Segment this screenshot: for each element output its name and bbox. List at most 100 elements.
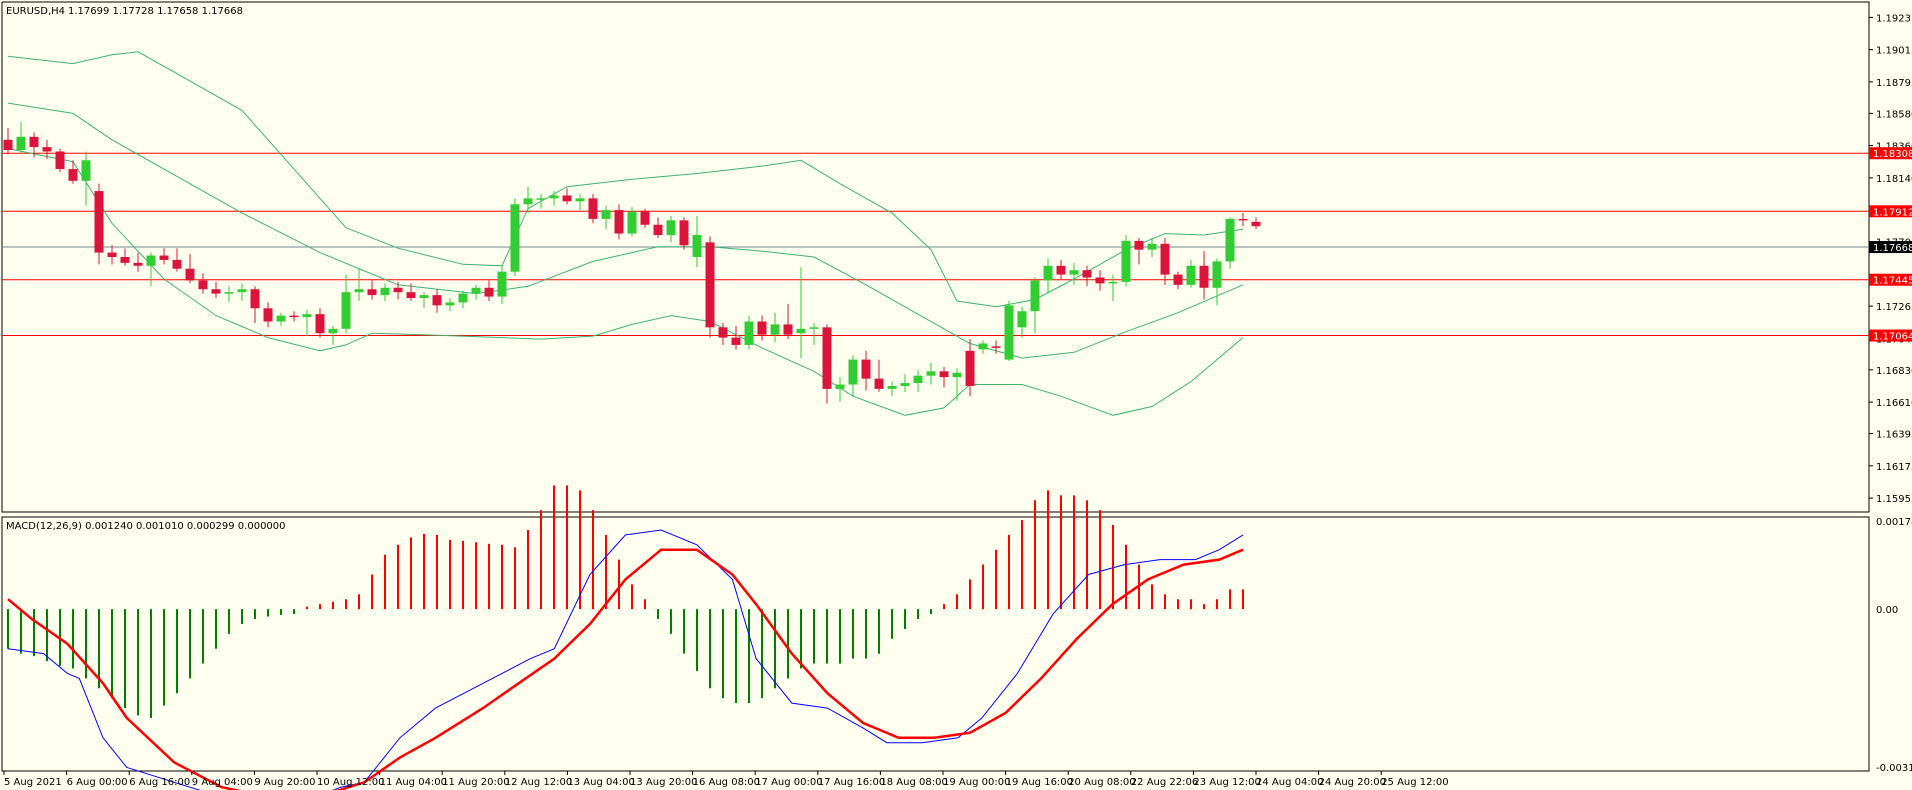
candle-body [1173,274,1183,285]
candle-body [1121,240,1131,282]
price-panel [1,1,1870,513]
y-tick-label: 1.16395 [1876,430,1912,441]
x-tick-label: 6 Aug 00:00 [67,777,128,788]
chart-header-symbol: EURUSD,H4 [6,6,65,17]
candle-body [133,262,143,266]
candle-body [432,295,442,306]
candle-body [991,346,1001,348]
x-tick-label: 22 Aug 22:06 [1131,777,1198,788]
x-tick-label: 24 Aug 20:00 [1319,777,1386,788]
candle-body [250,289,260,309]
candle-body [393,287,403,293]
candle-body [575,198,585,202]
candle-body [484,287,494,297]
level-tag-label: 1.17912 [1873,207,1912,218]
candle-body [94,191,104,253]
y-tick-label: 1.18360 [1876,142,1912,153]
candle-body [1108,281,1118,284]
y-tick-label: 1.16175 [1876,462,1912,473]
candle-body [666,220,676,236]
y-tick-label: 1.16830 [1876,366,1912,377]
candle-body [640,211,650,225]
candle-body [848,359,858,385]
band-upper-line [7,51,1244,308]
x-tick-label: 12 Aug 12:00 [505,777,572,788]
candle-body [1043,265,1053,281]
candle-body [458,293,468,303]
current-price-tag [1869,241,1912,254]
x-tick-label: 11 Aug 04:00 [380,777,447,788]
candle-body [276,315,286,322]
level-tag-label: 1.17064 [1873,332,1912,343]
candle-body [1095,277,1105,284]
macd-panel [1,516,1870,772]
candle-body [744,321,754,345]
chart-header-ohlc: 1.17699 1.17728 1.17658 1.17668 [68,6,243,17]
candle-body [341,292,351,329]
level-tag [1869,147,1912,160]
candle-body [1069,270,1079,275]
x-tick-label: 17 Aug 00:00 [755,777,822,788]
candle-body [952,372,962,378]
x-tick-label: 9 Aug 20:00 [254,777,315,788]
y-tick-label: 1.16610 [1876,398,1912,409]
candle-body [1030,280,1040,312]
x-tick-label: 24 Aug 04:00 [1256,777,1323,788]
candle-body [471,287,481,294]
signal-line [7,548,1244,790]
x-tick-label: 25 Aug 12:00 [1381,777,1448,788]
candle-body [185,268,195,281]
candle-body [1251,221,1261,227]
candle-body [29,136,39,148]
candle-body [237,289,247,293]
candle-body [497,271,507,297]
candle-body [861,359,871,379]
x-tick-label: 19 Aug 16:00 [1006,777,1073,788]
candle-body [939,371,949,378]
level-tag [1869,205,1912,218]
y-tick-label: 1.18795 [1876,78,1912,89]
candle-body [68,169,78,181]
candle-body [1225,218,1235,262]
macd-header: MACD(12,26,9) 0.001240 0.001010 0.000299… [6,521,286,532]
candle-body [1212,261,1222,288]
level-tag-label: 1.17445 [1873,276,1912,287]
y-tick-label: 1.15955 [1876,494,1912,505]
x-tick-label: 23 Aug 12:00 [1193,777,1260,788]
candle-body [302,314,312,318]
x-tick-label: 5 Aug 2021 [4,777,62,788]
candle-body [523,198,533,205]
macd-y-tick-label: 0.00 [1876,605,1898,616]
candle-body [809,327,819,329]
candle-body [614,210,624,234]
candle-body [627,211,637,234]
candle-body [679,220,689,246]
candle-body [757,321,767,335]
candle-body [549,195,559,199]
candle-body [1147,243,1157,250]
candle-body [120,257,130,263]
x-tick-label: 6 Aug 16:00 [129,777,190,788]
candle-body [1082,270,1092,278]
candle-body [1186,265,1196,285]
macd-y-tick-label: 0.001781 [1876,517,1912,528]
x-tick-label: 16 Aug 08:00 [693,777,760,788]
candle-body [419,295,429,299]
band-lower-line [7,148,1244,416]
candle-body [55,151,65,170]
candle-body [315,314,325,334]
candle-body [1238,218,1248,221]
candle-body [822,327,832,389]
candle-body [159,255,169,260]
candle-body [3,139,13,151]
candle-body [900,383,910,386]
y-tick-label: 1.19015 [1876,46,1912,57]
candle-body [81,160,91,181]
candle-body [367,289,377,296]
candle-body [731,337,741,345]
candle-body [1160,243,1170,275]
x-tick-label: 13 Aug 04:00 [567,777,634,788]
candle-body [835,384,845,389]
candle-body [874,378,884,389]
